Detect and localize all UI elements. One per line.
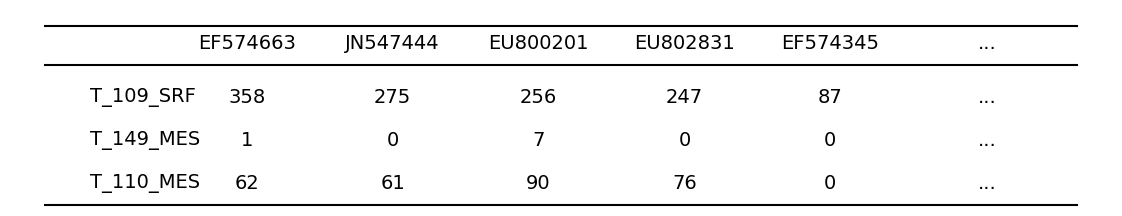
- Text: T_109_SRF: T_109_SRF: [90, 88, 195, 107]
- Text: 61: 61: [380, 174, 405, 193]
- Text: JN547444: JN547444: [346, 34, 440, 53]
- Text: 0: 0: [387, 131, 398, 150]
- Text: 0: 0: [825, 174, 836, 193]
- Text: 87: 87: [818, 88, 843, 107]
- Text: 358: 358: [228, 88, 266, 107]
- Text: 62: 62: [234, 174, 259, 193]
- Text: ...: ...: [978, 174, 996, 193]
- Text: 90: 90: [526, 174, 551, 193]
- Text: EU802831: EU802831: [634, 34, 735, 53]
- Text: 76: 76: [672, 174, 697, 193]
- Text: 0: 0: [825, 131, 836, 150]
- Text: ...: ...: [978, 131, 996, 150]
- Text: 1: 1: [240, 131, 254, 150]
- Text: T_149_MES: T_149_MES: [90, 131, 200, 150]
- Text: 0: 0: [679, 131, 690, 150]
- Text: T_110_MES: T_110_MES: [90, 174, 200, 193]
- Text: EU800201: EU800201: [488, 34, 589, 53]
- Text: EF574663: EF574663: [197, 34, 296, 53]
- Text: ...: ...: [978, 88, 996, 107]
- Text: EF574345: EF574345: [781, 34, 880, 53]
- Text: 7: 7: [532, 131, 545, 150]
- Text: 256: 256: [519, 88, 558, 107]
- Text: 247: 247: [665, 88, 703, 107]
- Text: 275: 275: [374, 88, 412, 107]
- Text: ...: ...: [978, 34, 996, 53]
